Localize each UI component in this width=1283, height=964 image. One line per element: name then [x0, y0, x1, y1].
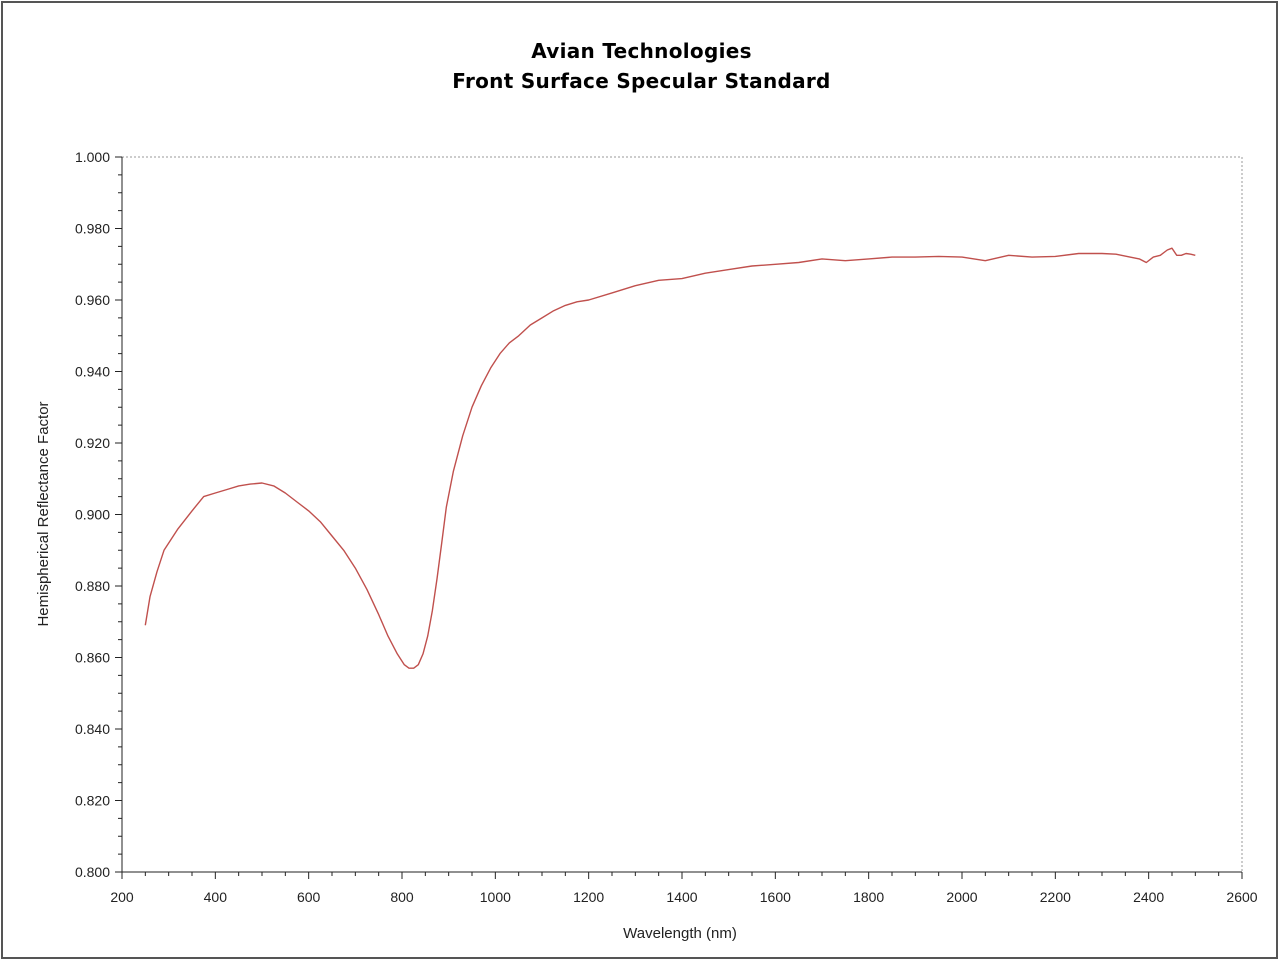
x-tick-label: 1400	[666, 889, 697, 905]
y-axis-title: Hemispherical Reflectance Factor	[35, 401, 52, 626]
x-axis-title: Wavelength (nm)	[623, 925, 737, 942]
y-tick-label: 0.940	[75, 364, 110, 380]
x-tick-label: 1000	[480, 889, 511, 905]
y-tick-label: 0.960	[75, 292, 110, 308]
x-tick-label: 2200	[1040, 889, 1071, 905]
x-tick-label: 1200	[573, 889, 604, 905]
y-tick-label: 0.980	[75, 221, 110, 237]
y-tick-label: 0.800	[75, 864, 110, 880]
y-axis: 0.800 0.820 0.840 0.860 0.880 0.900 0.920 0.940…	[75, 149, 122, 880]
x-tick-label: 2600	[1226, 889, 1257, 905]
y-tick-label: 0.840	[75, 721, 110, 737]
series-layer	[144, 247, 1196, 669]
series-line	[144, 247, 1196, 669]
x-tick-label: 600	[297, 889, 321, 905]
x-tick-label: 800	[390, 889, 414, 905]
x-tick-label: 1600	[760, 889, 791, 905]
y-tick-label: 0.860	[75, 650, 110, 666]
x-tick-label: 200	[110, 889, 134, 905]
plot-area	[121, 156, 1243, 873]
x-axis: 200 400 600 800 1000 1200 1400 1600 1800 2000 2200…	[110, 872, 1258, 905]
y-tick-label: 0.900	[75, 507, 110, 523]
y-tick-label: 0.820	[75, 793, 110, 809]
y-tick-label: 1.000	[75, 149, 110, 165]
x-tick-label: 2000	[946, 889, 977, 905]
chart-title: Avian Technologies	[531, 39, 752, 63]
x-tick-label: 2400	[1133, 889, 1164, 905]
y-tick-label: 0.880	[75, 578, 110, 594]
chart-subtitle: Front Surface Specular Standard	[452, 69, 831, 93]
y-tick-label: 0.920	[75, 435, 110, 451]
x-tick-label: 1800	[853, 889, 884, 905]
x-tick-label: 400	[204, 889, 228, 905]
